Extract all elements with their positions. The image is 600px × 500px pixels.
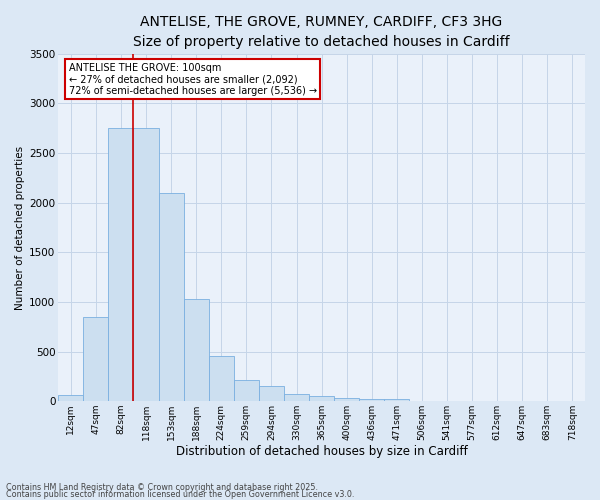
Bar [58, 395, 83, 401]
Bar [284, 394, 309, 401]
Bar [259, 386, 284, 401]
Bar [109, 128, 133, 401]
Bar [309, 396, 334, 401]
Bar [184, 299, 209, 401]
Bar [334, 398, 359, 401]
X-axis label: Distribution of detached houses by size in Cardiff: Distribution of detached houses by size … [176, 444, 467, 458]
Text: Contains HM Land Registry data © Crown copyright and database right 2025.: Contains HM Land Registry data © Crown c… [6, 484, 318, 492]
Title: ANTELISE, THE GROVE, RUMNEY, CARDIFF, CF3 3HG
Size of property relative to detac: ANTELISE, THE GROVE, RUMNEY, CARDIFF, CF… [133, 15, 510, 48]
Y-axis label: Number of detached properties: Number of detached properties [15, 146, 25, 310]
Text: ANTELISE THE GROVE: 100sqm
← 27% of detached houses are smaller (2,092)
72% of s: ANTELISE THE GROVE: 100sqm ← 27% of deta… [69, 62, 317, 96]
Bar [209, 356, 234, 401]
Text: Contains public sector information licensed under the Open Government Licence v3: Contains public sector information licen… [6, 490, 355, 499]
Bar [385, 400, 409, 401]
Bar [83, 317, 109, 401]
Bar [133, 128, 158, 401]
Bar [234, 380, 259, 401]
Bar [158, 193, 184, 401]
Bar [359, 398, 385, 401]
